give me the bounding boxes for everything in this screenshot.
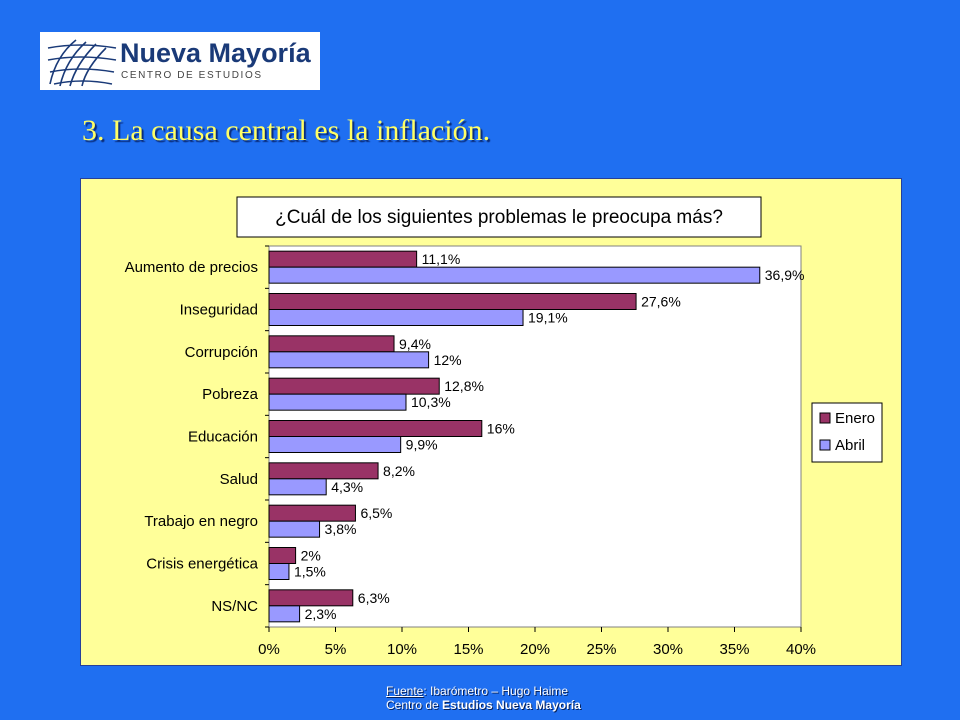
bar-abril	[268, 605, 301, 623]
category-label: NS/NC	[211, 598, 258, 615]
x-tick-label: 40%	[786, 641, 816, 658]
legend-swatch-abril	[819, 439, 831, 451]
bar-enero	[268, 547, 297, 564]
data-label: 2,3%	[305, 606, 337, 622]
chart-panel: ¿Cuál de los siguientes problemas le pre…	[80, 178, 902, 666]
logo-subtitle: CENTRO DE ESTUDIOS	[121, 70, 263, 81]
slide-title: 3. La causa central es la inflación.	[82, 114, 491, 147]
data-label: 12%	[434, 352, 462, 368]
globe-grid-icon	[47, 39, 117, 87]
category-label: Salud	[220, 471, 258, 488]
bar-enero	[268, 377, 440, 395]
org-prefix: Centro de	[386, 698, 443, 712]
category-label: Trabajo en negro	[144, 513, 258, 530]
chart-title-box	[236, 196, 762, 238]
bar-enero	[268, 335, 395, 353]
bar-enero	[268, 250, 418, 268]
category-label: Crisis energética	[146, 556, 258, 573]
source-text: : Ibarómetro – Hugo Haime	[423, 684, 569, 698]
bar-abril	[268, 393, 407, 411]
bar-abril	[268, 563, 290, 580]
bar-enero	[268, 589, 354, 607]
bar-abril	[268, 309, 524, 326]
data-label: 2%	[301, 548, 321, 564]
x-tick-label: 20%	[520, 641, 550, 658]
data-label: 6,5%	[360, 505, 392, 521]
data-label: 16%	[487, 421, 515, 437]
data-label: 1,5%	[294, 564, 326, 580]
x-tick-label: 5%	[325, 641, 347, 658]
data-label: 10,3%	[411, 394, 451, 410]
org-name: Estudios Nueva Mayoría	[442, 698, 581, 712]
bar-enero	[268, 504, 356, 522]
data-label: 19,1%	[528, 310, 568, 326]
bar-abril	[268, 266, 761, 284]
chart-title: ¿Cuál de los siguientes problemas le pre…	[275, 207, 723, 228]
bar-abril	[268, 478, 327, 496]
logo-name: Nueva Mayoría	[120, 38, 311, 68]
data-label: 36,9%	[765, 267, 805, 283]
x-tick-label: 15%	[453, 641, 483, 658]
category-label: Aumento de precios	[125, 259, 258, 276]
legend-label-abril: Abril	[835, 437, 865, 454]
data-label: 11,1%	[422, 251, 461, 267]
bar-chart: ¿Cuál de los siguientes problemas le pre…	[125, 196, 883, 658]
x-tick-label: 25%	[586, 641, 616, 658]
x-tick-label: 10%	[387, 641, 417, 658]
data-label: 27,6%	[641, 294, 681, 310]
category-label: Inseguridad	[180, 302, 258, 319]
legend-swatch-enero	[819, 412, 831, 424]
bar-enero	[268, 293, 637, 310]
bar-abril	[268, 436, 402, 453]
bar-enero	[268, 462, 379, 480]
source-label: Fuente	[386, 684, 424, 698]
category-label: Educación	[188, 429, 258, 446]
data-label: 3,8%	[325, 521, 357, 537]
x-tick-label: 0%	[258, 641, 280, 658]
x-tick-label: 30%	[653, 641, 683, 658]
source-note: Fuente: Ibarómetro – Hugo Haime Centro d…	[386, 684, 581, 712]
category-label: Pobreza	[202, 386, 259, 403]
legend-label-enero: Enero	[835, 410, 875, 427]
data-label: 4,3%	[331, 479, 363, 495]
data-label: 8,2%	[383, 463, 415, 479]
data-label: 9,9%	[406, 437, 438, 453]
data-label: 9,4%	[399, 336, 431, 352]
logo: Nueva Mayoría CENTRO DE ESTUDIOS	[40, 32, 320, 90]
bar-abril	[268, 520, 321, 538]
x-tick-label: 35%	[719, 641, 749, 658]
bar-abril	[268, 351, 430, 369]
data-label: 12,8%	[444, 378, 484, 394]
bar-enero	[268, 420, 483, 437]
category-label: Corrupción	[185, 344, 258, 361]
data-label: 6,3%	[358, 590, 390, 606]
